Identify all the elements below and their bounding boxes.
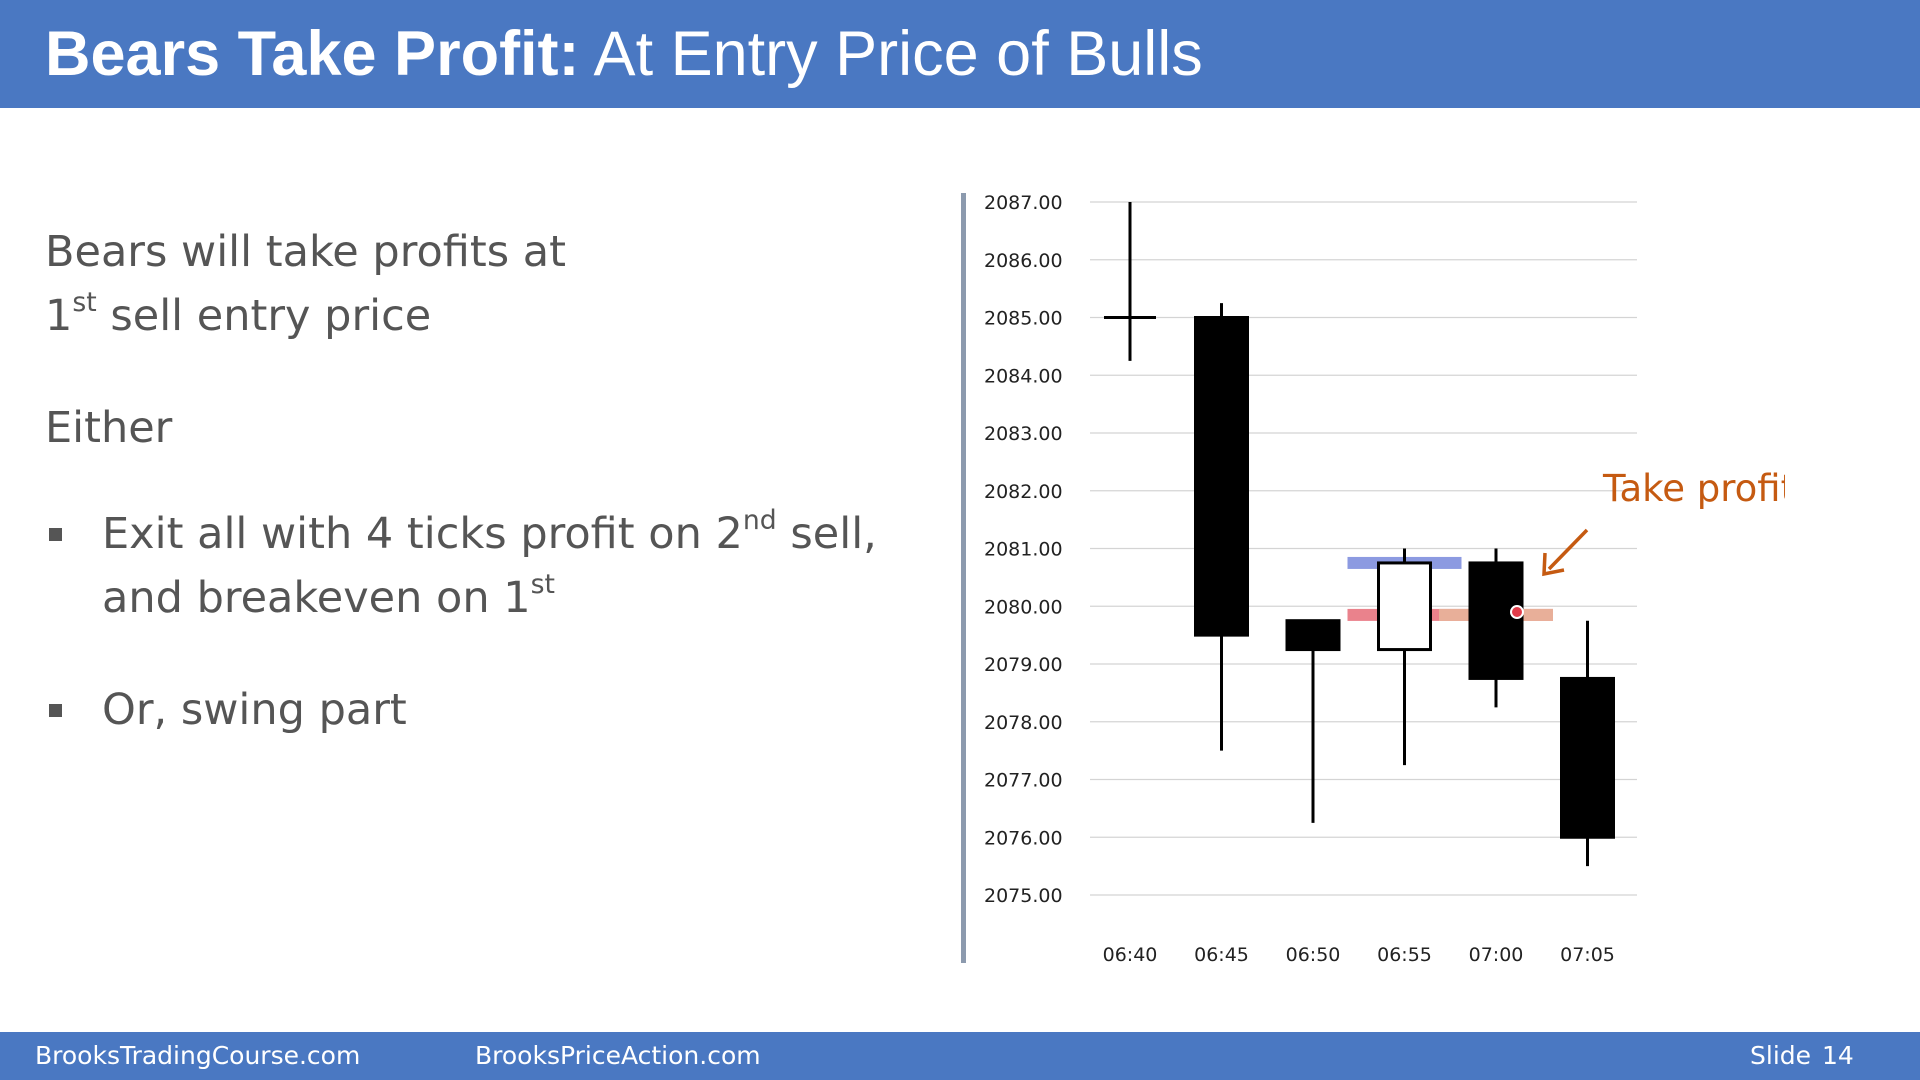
candle-body-bear [1560,676,1615,839]
bullet-item-swing-part: Or, swing part [45,678,905,742]
y-tick-label: 2085.00 [984,308,1063,330]
bullet-1-superscript-2: st [530,569,555,601]
candle-body-bear [1285,619,1341,652]
candle [1560,620,1615,867]
chart-left-axis-bar [961,193,966,963]
y-tick-label: 2079.00 [984,654,1063,676]
chart-svg: 2087.00 2086.00 2085.00 2084.00 2083.00 2082.… [961,192,1785,966]
slide-title: Bears Take Profit: At Entry Price of Bul… [45,14,1203,94]
title-bold: Bears Take Profit: [45,19,580,89]
candlestick-chart: 2087.00 2086.00 2085.00 2084.00 2083.00 2082.… [955,185,1785,970]
x-tick-label: 06:50 [1286,944,1341,966]
candle-body-bear [1194,316,1249,637]
annotation-arrowhead-icon [1542,552,1565,577]
annotation-layer: Take profit [1510,467,1785,620]
bullet-1-text: Exit all with 4 ticks profit on 2 [102,509,743,559]
slide-label: Slide [1750,1041,1812,1070]
candle-body-bull [1377,561,1432,652]
candles [1104,202,1615,867]
chart-gridlines [1090,201,1637,896]
candle-body-bear [1468,561,1524,680]
intro-line-2-rest: sell entry price [96,291,432,341]
y-tick-label: 2077.00 [984,770,1063,792]
bullet-1-superscript: nd [742,505,777,537]
annotation-take-profit: Take profit [1602,467,1785,510]
intro-line-1: Bears will take profits at [45,227,566,277]
either-label: Either [45,403,173,453]
candle [1285,619,1341,823]
slide-number: 14 [1822,1041,1854,1070]
square-bullet-icon [49,528,62,541]
y-tick-label: 2083.00 [984,423,1063,445]
candle [1104,202,1156,361]
y-tick-label: 2078.00 [984,712,1063,734]
bullet-1-text-end: sell, [776,509,877,559]
bullet-item-exit-all: Exit all with 4 ticks profit on 2nd sell… [45,502,905,630]
y-tick-label: 2081.00 [984,539,1063,561]
candle [1468,548,1524,708]
bullet-1-line-2: and breakeven on 1 [102,573,531,623]
bullet-2-text: Or, swing part [102,685,407,735]
cursor-dot-icon [1510,605,1524,620]
y-tick-label: 2086.00 [984,250,1063,272]
footer-site-left: BrooksTradingCourse.com [35,1041,361,1070]
y-tick-label: 2082.00 [984,481,1063,503]
either-text: Either [45,396,905,460]
title-bar: Bears Take Profit: At Entry Price of Bul… [0,0,1920,108]
x-tick-label: 06:40 [1103,944,1158,966]
intro-line-2-number: 1 [45,291,73,341]
title-rest: At Entry Price of Bulls [579,19,1203,89]
x-axis-tick-labels: 06:40 06:45 06:50 06:55 07:00 07:05 [1103,944,1615,966]
y-axis-tick-labels: 2087.00 2086.00 2085.00 2084.00 2083.00 2082.… [984,192,1063,907]
x-tick-label: 07:00 [1469,944,1524,966]
y-tick-label: 2084.00 [984,365,1063,387]
candle [1194,303,1249,751]
square-bullet-icon [49,704,62,717]
y-tick-label: 2080.00 [984,596,1063,618]
x-tick-label: 06:45 [1194,944,1249,966]
x-tick-label: 06:55 [1377,944,1432,966]
annotation-arrow-icon [1547,528,1589,571]
bullet-list: Exit all with 4 ticks profit on 2nd sell… [45,502,905,742]
footer-bar: BrooksTradingCourse.com BrooksPriceActio… [0,1032,1920,1080]
y-tick-label: 2087.00 [984,192,1063,214]
footer-site-center: BrooksPriceAction.com [475,1041,761,1070]
intro-line-2-superscript: st [72,287,97,319]
y-tick-label: 2075.00 [984,885,1063,907]
intro-paragraph: Bears will take profits at 1st sell entr… [45,220,905,348]
y-tick-label: 2076.00 [984,827,1063,849]
x-tick-label: 07:05 [1560,944,1615,966]
candle [1377,548,1432,766]
slide-body: Bears will take profits at 1st sell entr… [45,220,905,742]
